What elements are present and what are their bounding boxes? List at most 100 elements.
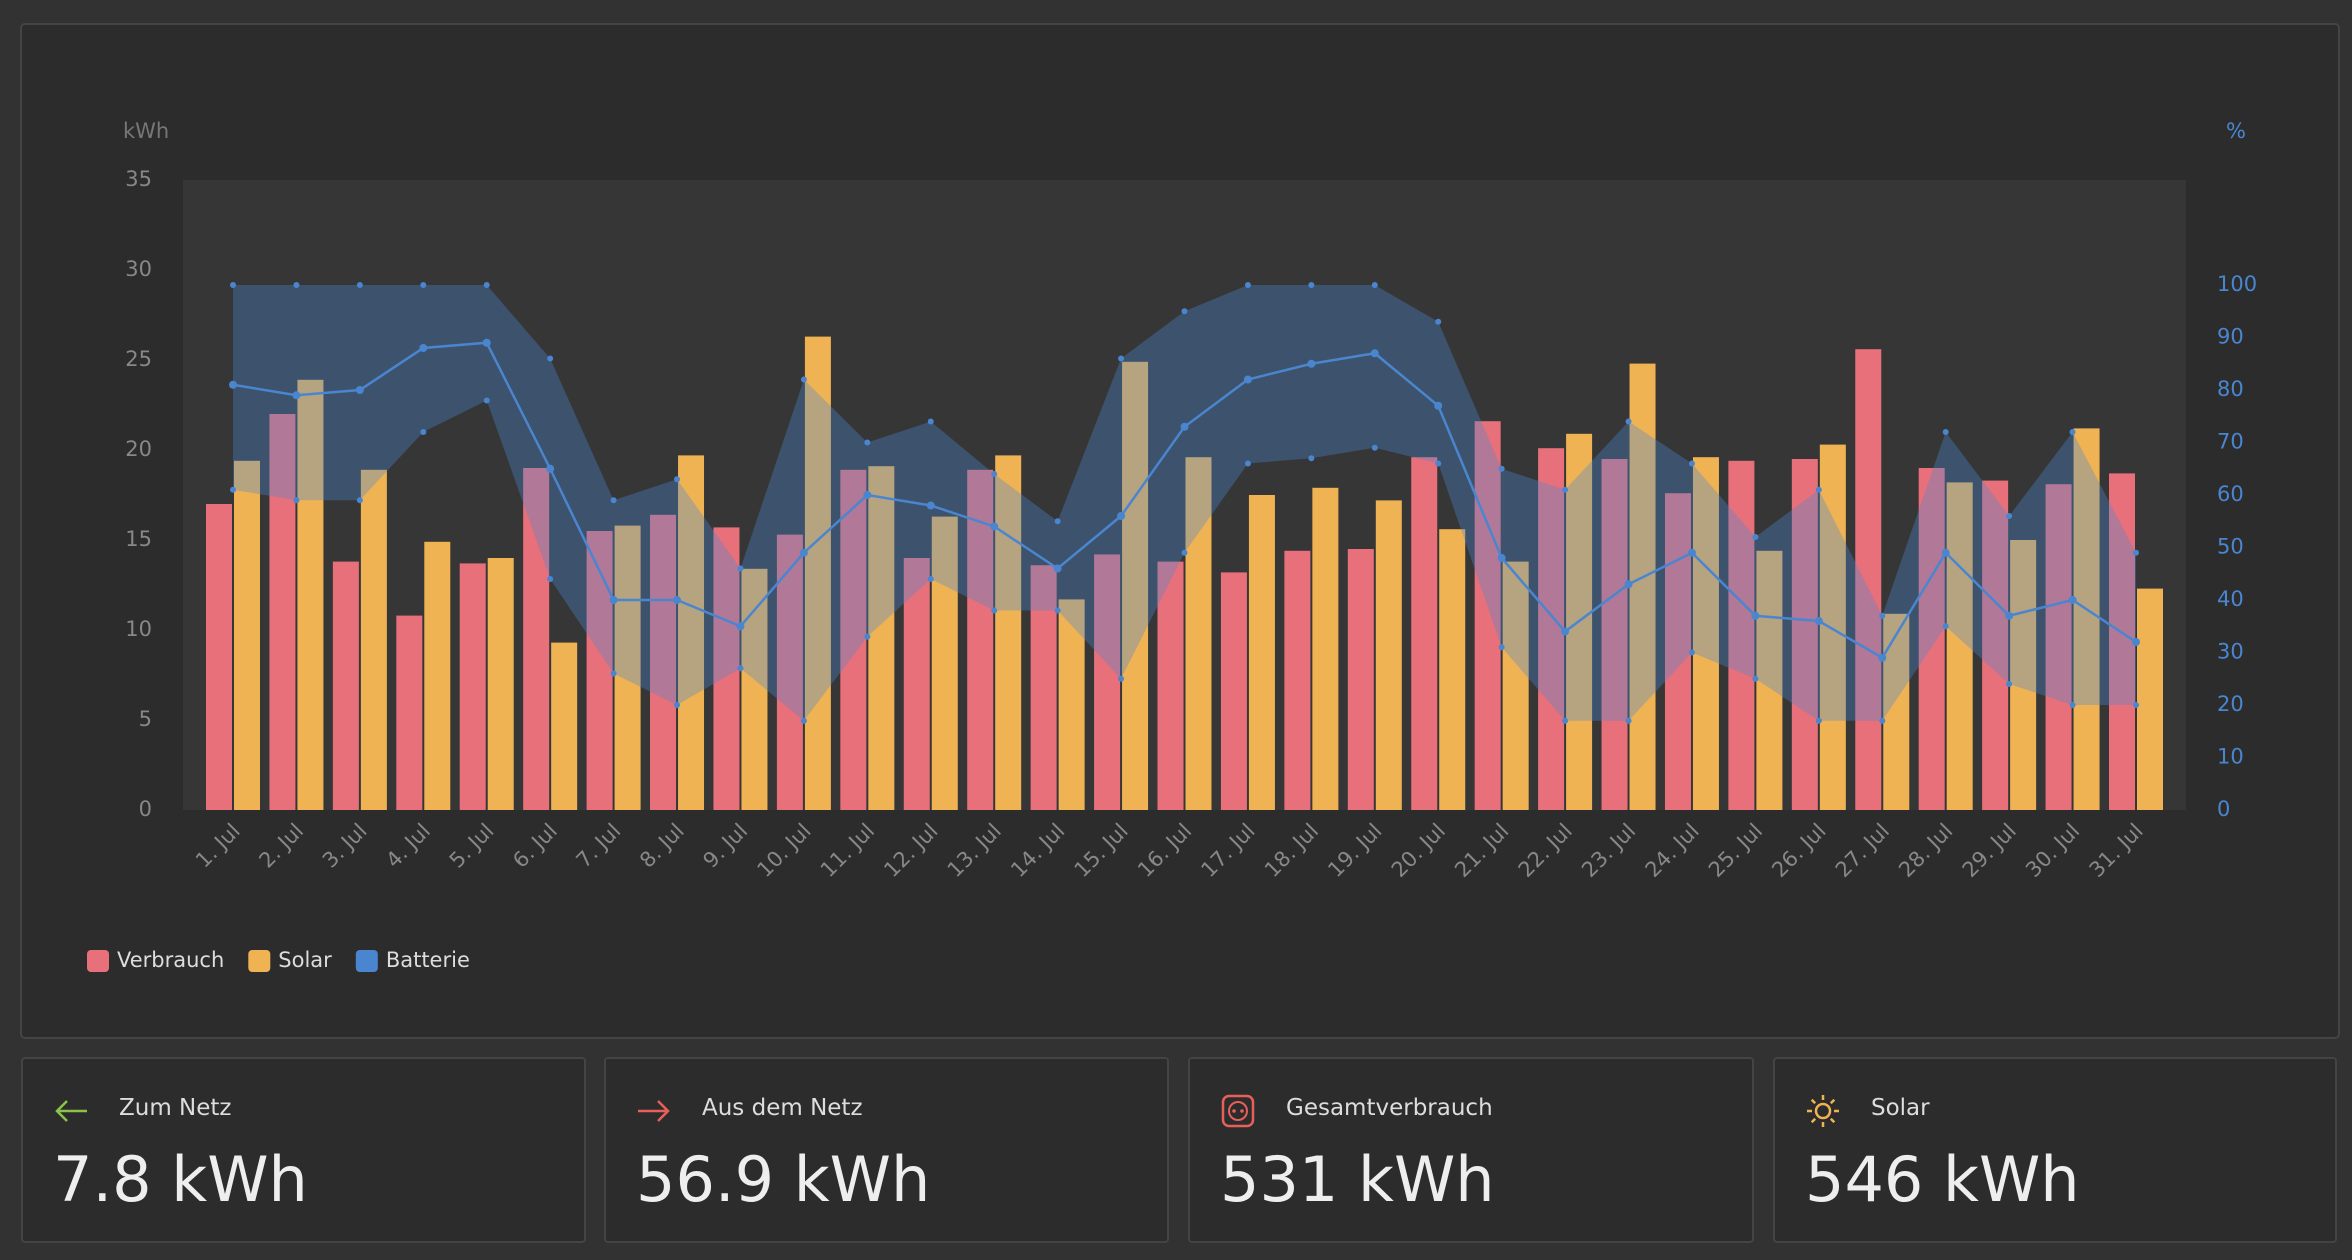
bar	[1692, 457, 1719, 810]
card-label: Aus dem Netz	[702, 1095, 863, 1121]
arrow-right-icon	[638, 1100, 670, 1122]
legend-swatch	[248, 950, 271, 972]
band-point	[1625, 717, 1632, 724]
y-axis-label: kWh	[123, 119, 169, 143]
bar	[1756, 550, 1783, 810]
bar	[523, 468, 550, 810]
legend-label: Verbrauch	[117, 948, 224, 972]
line-point	[1117, 512, 1126, 520]
card-label: Solar	[1871, 1095, 1930, 1121]
card-label: Zum Netz	[119, 1095, 232, 1121]
bar	[1791, 459, 1818, 810]
line-point	[926, 501, 935, 510]
line-point	[863, 491, 872, 499]
plot-area	[183, 180, 2186, 810]
band-point	[864, 439, 871, 446]
bar	[1312, 487, 1339, 810]
band-point	[1498, 465, 1505, 472]
bar	[269, 414, 296, 810]
bar	[1248, 495, 1275, 810]
y2-tick-label: 10	[2217, 745, 2244, 769]
line-point	[229, 380, 237, 389]
band-point	[1942, 623, 1949, 630]
band-point	[1054, 518, 1061, 525]
bar	[1030, 565, 1057, 810]
bar	[332, 561, 359, 810]
card-value: 7.8 kWh	[53, 1143, 308, 1216]
bar	[1058, 599, 1085, 810]
band-point	[1815, 717, 1822, 724]
band-point	[230, 486, 236, 493]
y-tick-label: 30	[125, 257, 152, 281]
bar	[1982, 480, 2009, 810]
line-point	[1624, 580, 1633, 589]
band-point	[2133, 702, 2139, 708]
bar	[1629, 363, 1656, 810]
band-point	[2006, 681, 2013, 687]
band-point	[2006, 513, 2013, 519]
card: Aus dem Netz 56.9 kWh	[604, 1057, 1169, 1243]
line-point	[1053, 564, 1062, 573]
bar	[1883, 613, 1910, 810]
bar	[360, 469, 387, 810]
bar	[804, 336, 831, 810]
line-point	[419, 344, 428, 352]
bar	[2073, 428, 2100, 810]
y2-tick-label: 50	[2217, 535, 2244, 559]
band-point	[1181, 308, 1188, 315]
bar	[1185, 457, 1212, 810]
band-point	[293, 282, 300, 288]
bar	[1946, 482, 1973, 810]
line-point	[1751, 611, 1760, 620]
bar	[650, 514, 677, 810]
bar	[1855, 349, 1882, 810]
band-point	[674, 702, 681, 708]
bar	[1157, 561, 1184, 810]
bar	[1122, 361, 1149, 810]
band-point	[1244, 460, 1251, 467]
bar	[2109, 473, 2135, 810]
band-point	[230, 282, 236, 288]
band-point	[737, 565, 744, 572]
line-point	[1561, 627, 1570, 636]
band-point	[1879, 717, 1886, 724]
band-point	[1498, 644, 1505, 651]
line-point	[1434, 401, 1443, 410]
bar	[1411, 457, 1438, 810]
bar	[868, 466, 895, 810]
band-point	[1752, 534, 1759, 540]
line-point	[355, 386, 364, 394]
band-point	[2133, 549, 2139, 556]
band-point	[1752, 675, 1759, 682]
band-point	[1181, 549, 1188, 556]
y-tick-label: 25	[125, 347, 152, 371]
bar	[297, 379, 324, 810]
sun-icon	[1807, 1095, 1839, 1127]
band-point	[1308, 282, 1315, 288]
bar	[234, 460, 260, 810]
bar	[1347, 549, 1374, 810]
bar	[1728, 460, 1755, 810]
bar	[396, 615, 423, 810]
band-point	[800, 717, 807, 724]
line-point	[292, 391, 301, 400]
bar	[1474, 421, 1501, 810]
bar	[424, 541, 451, 810]
band-point	[1625, 418, 1632, 425]
bar	[840, 469, 867, 810]
bar	[2137, 588, 2163, 810]
band-point	[420, 282, 427, 288]
line-point	[609, 596, 618, 604]
outlet-icon	[1221, 1094, 1255, 1128]
band-point	[1879, 612, 1886, 619]
band-point	[1435, 460, 1442, 467]
chart: kWh % 0 5 10 15 20 25 30 35 0 10 20 30 40 50 60 70 80 90 1…	[20, 23, 2340, 1039]
band-point	[293, 497, 300, 504]
bar	[931, 516, 958, 810]
arrow-left-icon	[55, 1100, 87, 1122]
band-point	[864, 633, 871, 640]
legend-label: Batterie	[386, 948, 470, 972]
line-point	[673, 596, 682, 604]
bar	[551, 642, 578, 810]
